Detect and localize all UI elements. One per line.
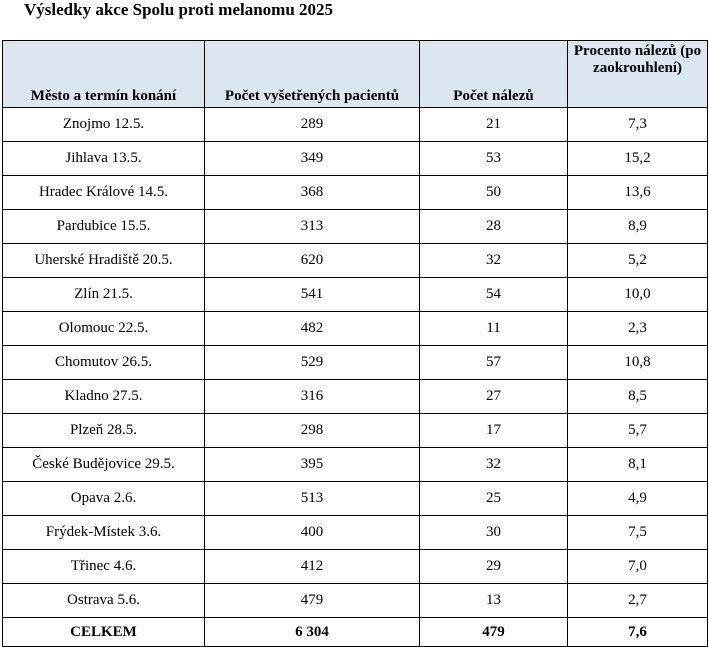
cell-findings: 30	[419, 515, 568, 550]
cell-findings: 17	[419, 413, 568, 448]
total-percent: 7,6	[567, 617, 708, 647]
cell-city-date: Uherské Hradiště 20.5.	[2, 243, 205, 278]
table-row: Znojmo 12.5. 289 21 7,3	[2, 107, 708, 142]
cell-patients: 541	[204, 277, 420, 312]
cell-city-date: Ostrava 5.6.	[2, 583, 205, 618]
table-row: Pardubice 15.5. 313 28 8,9	[2, 209, 708, 244]
cell-city-date: Pardubice 15.5.	[2, 209, 205, 244]
cell-patients: 289	[204, 107, 420, 142]
cell-percent: 7,3	[567, 107, 708, 142]
total-label: CELKEM	[2, 617, 205, 647]
cell-patients: 479	[204, 583, 420, 618]
cell-city-date: Plzeň 28.5.	[2, 413, 205, 448]
cell-patients: 400	[204, 515, 420, 550]
cell-findings: 27	[419, 379, 568, 414]
table-row: Třinec 4.6. 412 29 7,0	[2, 549, 708, 584]
table-total-row: CELKEM 6 304 479 7,6	[2, 617, 708, 647]
cell-findings: 54	[419, 277, 568, 312]
cell-percent: 7,5	[567, 515, 708, 550]
cell-percent: 5,2	[567, 243, 708, 278]
cell-patients: 316	[204, 379, 420, 414]
cell-findings: 13	[419, 583, 568, 618]
table-row: Frýdek-Místek 3.6. 400 30 7,5	[2, 515, 708, 550]
header-city-date: Město a termín konání	[2, 40, 205, 108]
cell-patients: 482	[204, 311, 420, 346]
cell-city-date: České Budějovice 29.5.	[2, 447, 205, 482]
cell-percent: 10,8	[567, 345, 708, 380]
cell-patients: 313	[204, 209, 420, 244]
table-row: Jihlava 13.5. 349 53 15,2	[2, 141, 708, 176]
cell-percent: 15,2	[567, 141, 708, 176]
cell-findings: 11	[419, 311, 568, 346]
table-header-row: Město a termín konání Počet vyšetřených …	[2, 40, 708, 108]
header-findings-percent: Procento nálezů (po zaokrouhlení)	[567, 40, 708, 108]
cell-city-date: Znojmo 12.5.	[2, 107, 205, 142]
cell-city-date: Kladno 27.5.	[2, 379, 205, 414]
cell-findings: 28	[419, 209, 568, 244]
header-patients-count: Počet vyšetřených pacientů	[204, 40, 420, 108]
cell-findings: 29	[419, 549, 568, 584]
total-patients: 6 304	[204, 617, 420, 647]
cell-patients: 349	[204, 141, 420, 176]
cell-city-date: Jihlava 13.5.	[2, 141, 205, 176]
table-row: České Budějovice 29.5. 395 32 8,1	[2, 447, 708, 482]
cell-patients: 412	[204, 549, 420, 584]
cell-findings: 53	[419, 141, 568, 176]
cell-percent: 5,7	[567, 413, 708, 448]
table-row: Plzeň 28.5. 298 17 5,7	[2, 413, 708, 448]
results-table: Město a termín konání Počet vyšetřených …	[2, 40, 708, 647]
cell-patients: 298	[204, 413, 420, 448]
cell-patients: 395	[204, 447, 420, 482]
table-row: Olomouc 22.5. 482 11 2,3	[2, 311, 708, 346]
cell-percent: 2,3	[567, 311, 708, 346]
cell-patients: 368	[204, 175, 420, 210]
cell-percent: 13,6	[567, 175, 708, 210]
table-row: Opava 2.6. 513 25 4,9	[2, 481, 708, 516]
cell-findings: 50	[419, 175, 568, 210]
table-row: Hradec Králové 14.5. 368 50 13,6	[2, 175, 708, 210]
cell-percent: 7,0	[567, 549, 708, 584]
table-row: Ostrava 5.6. 479 13 2,7	[2, 583, 708, 618]
header-findings-count: Počet nálezů	[419, 40, 568, 108]
cell-findings: 25	[419, 481, 568, 516]
table-body: Znojmo 12.5. 289 21 7,3 Jihlava 13.5. 349 53 15…	[2, 107, 708, 647]
total-findings: 479	[419, 617, 568, 647]
cell-city-date: Chomutov 26.5.	[2, 345, 205, 380]
cell-percent: 8,5	[567, 379, 708, 414]
cell-percent: 4,9	[567, 481, 708, 516]
cell-city-date: Opava 2.6.	[2, 481, 205, 516]
cell-city-date: Zlín 21.5.	[2, 277, 205, 312]
table-row: Uherské Hradiště 20.5. 620 32 5,2	[2, 243, 708, 278]
cell-city-date: Olomouc 22.5.	[2, 311, 205, 346]
cell-city-date: Hradec Králové 14.5.	[2, 175, 205, 210]
table-row: Kladno 27.5. 316 27 8,5	[2, 379, 708, 414]
cell-city-date: Třinec 4.6.	[2, 549, 205, 584]
cell-findings: 21	[419, 107, 568, 142]
document-title: Výsledky akce Spolu proti melanomu 2025	[24, 0, 334, 19]
cell-findings: 57	[419, 345, 568, 380]
cell-findings: 32	[419, 243, 568, 278]
cell-city-date: Frýdek-Místek 3.6.	[2, 515, 205, 550]
cell-percent: 10,0	[567, 277, 708, 312]
cell-patients: 529	[204, 345, 420, 380]
table-row: Zlín 21.5. 541 54 10,0	[2, 277, 708, 312]
cell-percent: 8,9	[567, 209, 708, 244]
cell-patients: 513	[204, 481, 420, 516]
cell-patients: 620	[204, 243, 420, 278]
table-row: Chomutov 26.5. 529 57 10,8	[2, 345, 708, 380]
cell-findings: 32	[419, 447, 568, 482]
cell-percent: 8,1	[567, 447, 708, 482]
cell-percent: 2,7	[567, 583, 708, 618]
